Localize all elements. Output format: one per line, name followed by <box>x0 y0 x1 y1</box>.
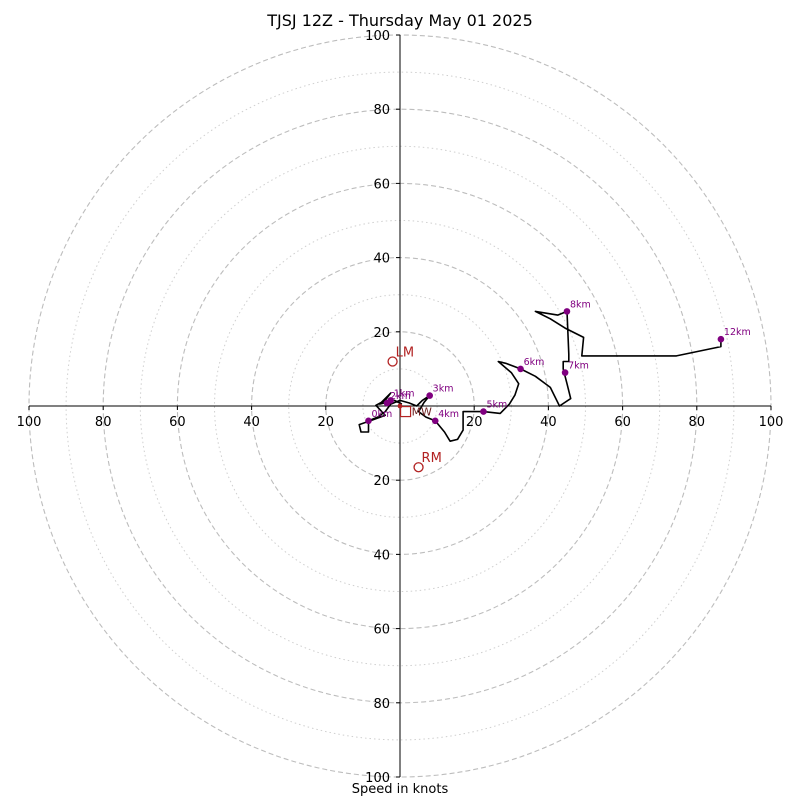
height-marker-8km <box>563 308 571 315</box>
x-axis-label: Speed in knots <box>351 782 449 797</box>
y-tick-label: 100 <box>365 771 390 786</box>
chart-title: TJSJ 12Z - Thursday May 01 2025 <box>267 11 533 30</box>
height-marker-0km <box>365 417 372 425</box>
height-label-7km: 7km <box>568 361 589 372</box>
height-label-4km: 4km <box>438 409 459 420</box>
height-marker-6km <box>517 365 524 373</box>
hodograph-line <box>358 310 722 443</box>
rm-label: RM <box>422 451 442 466</box>
height-marker-12km <box>717 335 725 343</box>
height-label-1km: 1km <box>394 388 415 399</box>
x-tick-label: 60 <box>169 415 186 430</box>
height-label-12km: 12km <box>724 327 751 338</box>
height-label-5km: 5km <box>486 400 507 411</box>
lm-marker <box>387 356 398 367</box>
height-marker-5km <box>480 408 487 415</box>
height-label-0km: 0km <box>371 409 392 420</box>
x-tick-label: 100 <box>17 415 42 430</box>
x-tick-label: 20 <box>466 415 483 430</box>
height-marker-2km <box>383 399 391 407</box>
height-label-6km: 6km <box>524 357 545 368</box>
mw-marker <box>399 405 412 418</box>
height-label-2km: 2km <box>390 391 411 402</box>
x-tick-label: 40 <box>243 415 260 430</box>
y-tick-label: 80 <box>373 103 390 118</box>
hodograph-trace <box>358 310 722 443</box>
y-tick-label: 20 <box>373 326 390 341</box>
x-tick-label: 80 <box>689 415 706 430</box>
y-tick-label: 40 <box>373 548 390 563</box>
height-marker-7km <box>561 369 569 376</box>
y-tick-label: 100 <box>365 29 390 44</box>
height-marker-4km <box>431 417 439 425</box>
x-tick-label: 40 <box>540 415 557 430</box>
tick-labels: 100 100 100 100 80 80 80 80 60 60 60 60 40 40 40 40 20 20… <box>17 29 784 786</box>
x-tick-label: 80 <box>95 415 112 430</box>
rm-marker <box>413 462 424 473</box>
y-tick-label: 20 <box>373 474 390 489</box>
y-tick-label: 40 <box>373 252 390 267</box>
height-label-8km: 8km <box>570 299 591 310</box>
y-tick-label: 60 <box>373 623 390 638</box>
y-tick-label: 80 <box>373 697 390 712</box>
height-label-3km: 3km <box>433 384 454 395</box>
lm-label: LM <box>396 345 414 360</box>
storm-motion-markers: LM RM MW <box>387 345 442 473</box>
mw-label: MW <box>412 406 432 419</box>
x-tick-label: 60 <box>614 415 631 430</box>
x-tick-label: 20 <box>318 415 335 430</box>
height-marker-3km <box>426 392 433 399</box>
x-tick-label: 100 <box>759 415 784 430</box>
y-tick-label: 60 <box>373 177 390 192</box>
mean-motion-marker <box>397 403 403 409</box>
